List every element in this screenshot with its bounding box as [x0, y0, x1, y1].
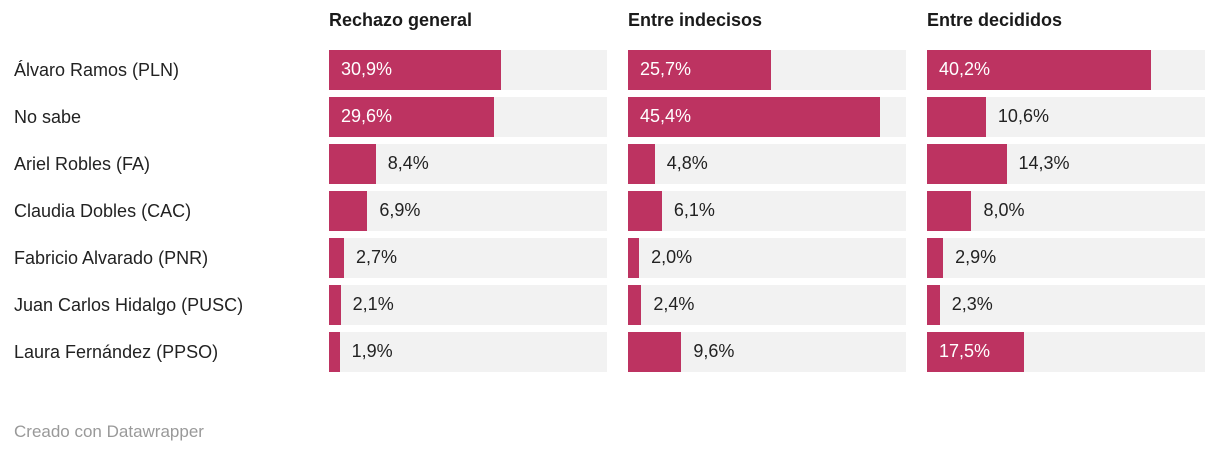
bar-value-label: 17,5% [939, 341, 991, 361]
bar-track: 4,8% [628, 143, 906, 184]
bar-segment [628, 284, 642, 325]
bar-track: 29,6% [329, 96, 607, 137]
bar-segment [628, 237, 640, 278]
bar-segment: 29,6% [329, 96, 494, 137]
chart-footer: Creado con Datawrapper [14, 421, 1206, 443]
bar-value-label: 29,6% [341, 106, 393, 126]
bar-value-label: 25,7% [640, 59, 692, 79]
bar-track: 6,1% [628, 190, 906, 231]
bar-segment [628, 143, 655, 184]
bar-value-label: 14,3% [1018, 153, 1070, 173]
bar-value-label: 2,7% [356, 247, 398, 267]
bar-value-label: 2,9% [955, 247, 997, 267]
bar-segment: 30,9% [329, 49, 501, 90]
bar-track: 2,3% [927, 284, 1205, 325]
chart-row: Ariel Robles (FA) 8,4% 4,8% 14,3% [14, 140, 1206, 187]
column-header: Rechazo general [329, 10, 473, 30]
row-label: Claudia Dobles (CAC) [14, 200, 192, 221]
row-label: Ariel Robles (FA) [14, 153, 151, 174]
bar-value-label: 1,9% [351, 341, 393, 361]
bar-segment [927, 190, 972, 231]
bar-segment: 17,5% [927, 331, 1025, 372]
bar-value-label: 2,4% [653, 294, 695, 314]
column-headers: Rechazo general Entre indecisos Entre deci… [14, 0, 1206, 46]
bar-segment [927, 237, 944, 278]
row-label: Álvaro Ramos (PLN) [14, 59, 180, 80]
bar-value-label: 4,8% [666, 153, 708, 173]
bar-track: 1,9% [329, 331, 607, 372]
bar-track: 2,7% [329, 237, 607, 278]
bar-track: 2,4% [628, 284, 906, 325]
bar-value-label: 8,4% [387, 153, 429, 173]
row-label: Fabricio Alvarado (PNR) [14, 247, 209, 268]
bar-value-label: 10,6% [997, 106, 1049, 126]
row-label: Laura Fernández (PPSO) [14, 341, 219, 362]
bar-track: 2,9% [927, 237, 1205, 278]
bar-segment [927, 284, 940, 325]
bar-value-label: 2,3% [951, 294, 993, 314]
bar-track: 6,9% [329, 190, 607, 231]
bar-segment [927, 96, 986, 137]
bar-segment: 40,2% [927, 49, 1151, 90]
bar-track: 17,5% [927, 331, 1205, 372]
bar-segment: 45,4% [628, 96, 881, 137]
bar-track: 2,1% [329, 284, 607, 325]
bar-segment [329, 331, 340, 372]
bar-track: 25,7% [628, 49, 906, 90]
bar-segment [927, 143, 1007, 184]
bar-value-label: 2,1% [352, 294, 394, 314]
bar-value-label: 40,2% [939, 59, 991, 79]
chart-row: Álvaro Ramos (PLN) 30,9% 25,7% 40,2% [14, 46, 1206, 93]
column-header: Entre indecisos [628, 10, 763, 30]
chart-row: Claudia Dobles (CAC) 6,9% 6,1% 8,0% [14, 187, 1206, 234]
bar-track: 45,4% [628, 96, 906, 137]
bar-track: 8,0% [927, 190, 1205, 231]
bar-value-label: 6,9% [379, 200, 421, 220]
bar-track: 9,6% [628, 331, 906, 372]
chart-row: Juan Carlos Hidalgo (PUSC) 2,1% 2,4% 2,3% [14, 281, 1206, 328]
bar-track: 40,2% [927, 49, 1205, 90]
chart-rows: Álvaro Ramos (PLN) 30,9% 25,7% 40,2% No sabe… [14, 46, 1206, 375]
bar-track: 30,9% [329, 49, 607, 90]
bar-value-label: 45,4% [640, 106, 692, 126]
bar-segment: 25,7% [628, 49, 771, 90]
bar-value-label: 9,6% [693, 341, 735, 361]
bar-value-label: 6,1% [673, 200, 715, 220]
column-header: Entre decididos [927, 10, 1063, 30]
corner-spacer [14, 0, 308, 9]
bar-track: 8,4% [329, 143, 607, 184]
bar-segment [329, 237, 344, 278]
chart-row: No sabe 29,6% 45,4% 10,6% [14, 93, 1206, 140]
row-label: No sabe [14, 106, 82, 127]
bar-segment [628, 190, 662, 231]
bar-value-label: 2,0% [651, 247, 693, 267]
datawrapper-credit-link[interactable]: Creado con Datawrapper [14, 422, 204, 441]
chart-row: Laura Fernández (PPSO) 1,9% 9,6% 17,5% [14, 328, 1206, 375]
bar-value-label: 8,0% [983, 200, 1025, 220]
row-label: Juan Carlos Hidalgo (PUSC) [14, 294, 244, 315]
bar-track: 14,3% [927, 143, 1205, 184]
bar-segment [329, 284, 341, 325]
bar-segment [329, 190, 368, 231]
bar-value-label: 30,9% [341, 59, 393, 79]
bar-segment [329, 143, 376, 184]
chart-row: Fabricio Alvarado (PNR) 2,7% 2,0% 2,9% [14, 234, 1206, 281]
bar-track: 10,6% [927, 96, 1205, 137]
bar-segment [628, 331, 682, 372]
bar-track: 2,0% [628, 237, 906, 278]
